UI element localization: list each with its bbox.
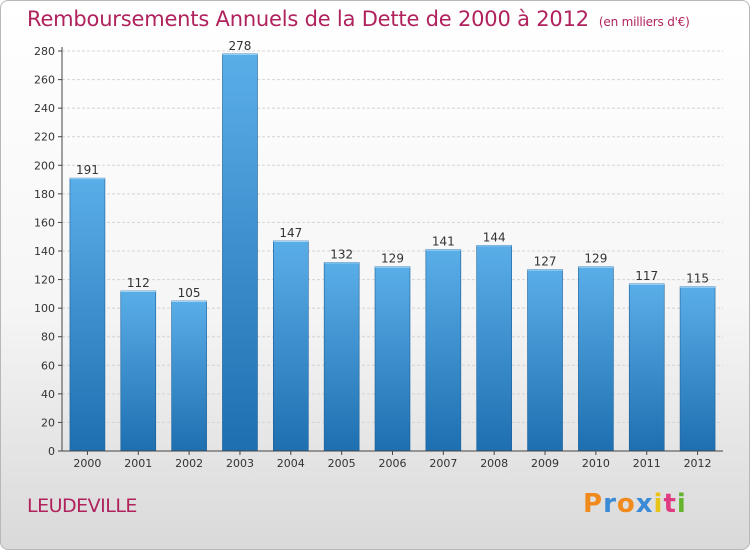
x-tick-label: 2009: [531, 457, 559, 470]
bar-2007: [425, 249, 462, 452]
x-tick-label: 2012: [684, 457, 712, 470]
bar-2002: [171, 300, 207, 452]
bar-2011: [628, 283, 665, 452]
data-label: 141: [432, 235, 455, 249]
bar-2006: [374, 266, 411, 452]
data-label: 115: [686, 272, 709, 286]
y-tick-label: 200: [34, 159, 55, 172]
x-tick-label: 2003: [226, 457, 254, 470]
bar-2004: [273, 240, 309, 452]
y-tick-label: 140: [34, 245, 55, 258]
logo-letter: i: [653, 489, 664, 519]
logo-letter: r: [603, 489, 617, 519]
bar-2010: [578, 266, 614, 452]
data-label: 129: [584, 252, 607, 266]
y-tick-label: 160: [34, 216, 55, 229]
y-tick-label: 20: [41, 416, 55, 429]
axes: 0 20 40 60 80 100 120 140 160 180 200 220 240 260 280 2…: [34, 45, 723, 470]
logo-letter: P: [583, 489, 604, 519]
y-tick-label: 220: [34, 131, 55, 144]
logo-letter: t: [663, 489, 677, 519]
chart-unit-label: (en milliers d'€): [598, 15, 690, 29]
data-label: 278: [229, 39, 252, 53]
y-tick-label: 100: [34, 302, 55, 315]
x-tick-label: 2005: [328, 457, 356, 470]
proxiti-logo: Proxiti: [583, 489, 687, 519]
y-tick-label: 0: [48, 445, 55, 458]
bars: 191 112 105 278 147 132 129 141 144 127 129 117 115: [69, 39, 716, 452]
data-label: 191: [76, 163, 99, 177]
bar-2009: [527, 269, 563, 452]
bar-2000: [69, 177, 106, 452]
town-name: LEUDEVILLE: [27, 495, 137, 517]
x-tick-label: 2010: [582, 457, 610, 470]
y-tick-label: 180: [34, 188, 55, 201]
logo-letter: i: [676, 489, 687, 519]
bar-2012: [679, 286, 716, 452]
data-label: 117: [635, 269, 658, 283]
bar-2008: [476, 244, 512, 452]
logo-letter: o: [616, 489, 636, 519]
x-tick-label: 2002: [175, 457, 203, 470]
x-tick-label: 2001: [124, 457, 152, 470]
data-label: 147: [279, 226, 302, 240]
x-tick-label: 2004: [277, 457, 305, 470]
bar-2001: [120, 290, 157, 452]
x-tick-label: 2000: [73, 457, 101, 470]
y-tick-label: 240: [34, 102, 55, 115]
data-label: 112: [127, 276, 150, 290]
bar-2003: [222, 53, 258, 452]
y-tick-label: 40: [41, 388, 55, 401]
data-label: 105: [178, 286, 201, 300]
x-tick-label: 2011: [633, 457, 661, 470]
x-tick-label: 2007: [429, 457, 457, 470]
logo-letter: x: [635, 489, 654, 519]
chart-title: Remboursements Annuels de la Dette de 20…: [27, 7, 690, 31]
y-tick-label: 120: [34, 274, 55, 287]
y-tick-label: 280: [34, 45, 55, 58]
data-label: 127: [534, 255, 557, 269]
x-tick-label: 2008: [480, 457, 508, 470]
y-tick-label: 260: [34, 74, 55, 87]
y-tick-label: 60: [41, 359, 55, 372]
data-label: 144: [483, 230, 506, 244]
x-tick-label: 2006: [379, 457, 407, 470]
bar-2005: [323, 262, 360, 452]
data-label: 132: [330, 247, 353, 261]
data-label: 129: [381, 252, 404, 266]
y-tick-label: 80: [41, 331, 55, 344]
